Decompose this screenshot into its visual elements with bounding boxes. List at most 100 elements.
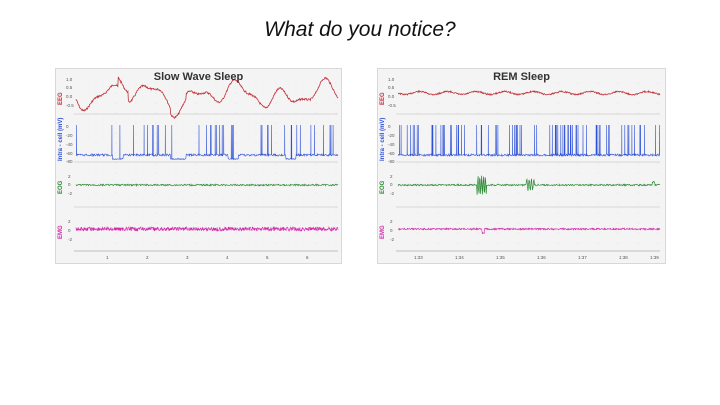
grid-dot: [315, 172, 317, 174]
grid-dot: [335, 222, 337, 224]
grid-dot: [255, 102, 257, 104]
grid-dot: [255, 222, 257, 224]
grid-dot: [637, 192, 639, 194]
grid-dot: [437, 232, 439, 234]
grid-dot: [537, 112, 539, 114]
intra-tick: -60: [66, 151, 73, 156]
grid-dot: [115, 172, 117, 174]
grid-dot: [195, 152, 197, 154]
grid-dot: [95, 242, 97, 244]
grid-dot: [537, 172, 539, 174]
grid-dot: [215, 142, 217, 144]
x-tick: 1: [106, 255, 109, 260]
grid-dot: [437, 172, 439, 174]
grid-dot: [155, 232, 157, 234]
grid-dot: [457, 232, 459, 234]
grid-dot: [315, 112, 317, 114]
grid-dot: [95, 122, 97, 124]
grid-dot: [155, 112, 157, 114]
grid-dot: [175, 232, 177, 234]
grid-dot: [255, 132, 257, 134]
grid-dot: [497, 112, 499, 114]
grid-dot: [637, 212, 639, 214]
grid-dot: [457, 82, 459, 84]
grid-dot: [437, 142, 439, 144]
grid-dot: [657, 132, 659, 134]
grid-dot: [195, 132, 197, 134]
grid-dot: [497, 242, 499, 244]
x-tick: 1:34: [455, 255, 464, 260]
grid-dot: [235, 122, 237, 124]
grid-dot: [175, 222, 177, 224]
emg-channel-label: EMG: [58, 225, 64, 239]
grid-dot: [235, 232, 237, 234]
eeg-channel-label: EEG: [58, 92, 64, 105]
grid-dot: [437, 162, 439, 164]
grid-dot: [497, 122, 499, 124]
intra-tick: -20: [66, 133, 73, 138]
grid-dot: [517, 162, 519, 164]
eeg-channel-label: EEG: [380, 92, 386, 105]
grid-dot: [335, 152, 337, 154]
grid-dot: [537, 222, 539, 224]
grid-dot: [175, 102, 177, 104]
grid-dot: [457, 212, 459, 214]
grid-dot: [155, 82, 157, 84]
grid-dot: [195, 112, 197, 114]
grid-dot: [95, 172, 97, 174]
grid-dot: [637, 202, 639, 204]
grid-dot: [275, 112, 277, 114]
grid-dot: [557, 82, 559, 84]
grid-dot: [235, 162, 237, 164]
grid-dot: [537, 152, 539, 154]
grid-dot: [335, 172, 337, 174]
intra-tick: -40: [66, 142, 73, 147]
grid-dot: [255, 152, 257, 154]
grid-dot: [115, 82, 117, 84]
grid-dot: [315, 82, 317, 84]
grid-dot: [477, 232, 479, 234]
grid-dot: [417, 242, 419, 244]
grid-dot: [335, 202, 337, 204]
panel-title: REM Sleep: [493, 71, 550, 83]
grid-dot: [517, 182, 519, 184]
grid-dot: [335, 232, 337, 234]
grid-dot: [135, 222, 137, 224]
grid-dot: [215, 132, 217, 134]
grid-dot: [557, 192, 559, 194]
grid-dot: [175, 242, 177, 244]
grid-dot: [315, 122, 317, 124]
grid-dot: [477, 92, 479, 94]
grid-dot: [295, 172, 297, 174]
grid-dot: [155, 162, 157, 164]
grid-dot: [195, 82, 197, 84]
grid-dot: [657, 152, 659, 154]
grid-dot: [175, 92, 177, 94]
grid-dot: [657, 202, 659, 204]
grid-dot: [275, 222, 277, 224]
grid-dot: [617, 172, 619, 174]
grid-dot: [275, 202, 277, 204]
grid-dot: [135, 132, 137, 134]
grid-dot: [577, 242, 579, 244]
intra-tick: -20: [388, 133, 395, 138]
grid-dot: [175, 172, 177, 174]
grid-dot: [275, 152, 277, 154]
grid-dot: [417, 192, 419, 194]
grid-dot: [517, 192, 519, 194]
grid-dot: [195, 222, 197, 224]
grid-dot: [617, 112, 619, 114]
grid-dot: [617, 142, 619, 144]
grid-dot: [437, 222, 439, 224]
eeg-tick: 1.0: [66, 77, 73, 82]
grid-dot: [155, 242, 157, 244]
grid-dot: [295, 202, 297, 204]
grid-dot: [537, 242, 539, 244]
grid-dot: [135, 152, 137, 154]
grid-dot: [557, 172, 559, 174]
grid-dot: [577, 192, 579, 194]
grid-dot: [155, 212, 157, 214]
grid-dot: [135, 192, 137, 194]
x-tick: 1:38: [619, 255, 628, 260]
grid-dot: [195, 102, 197, 104]
